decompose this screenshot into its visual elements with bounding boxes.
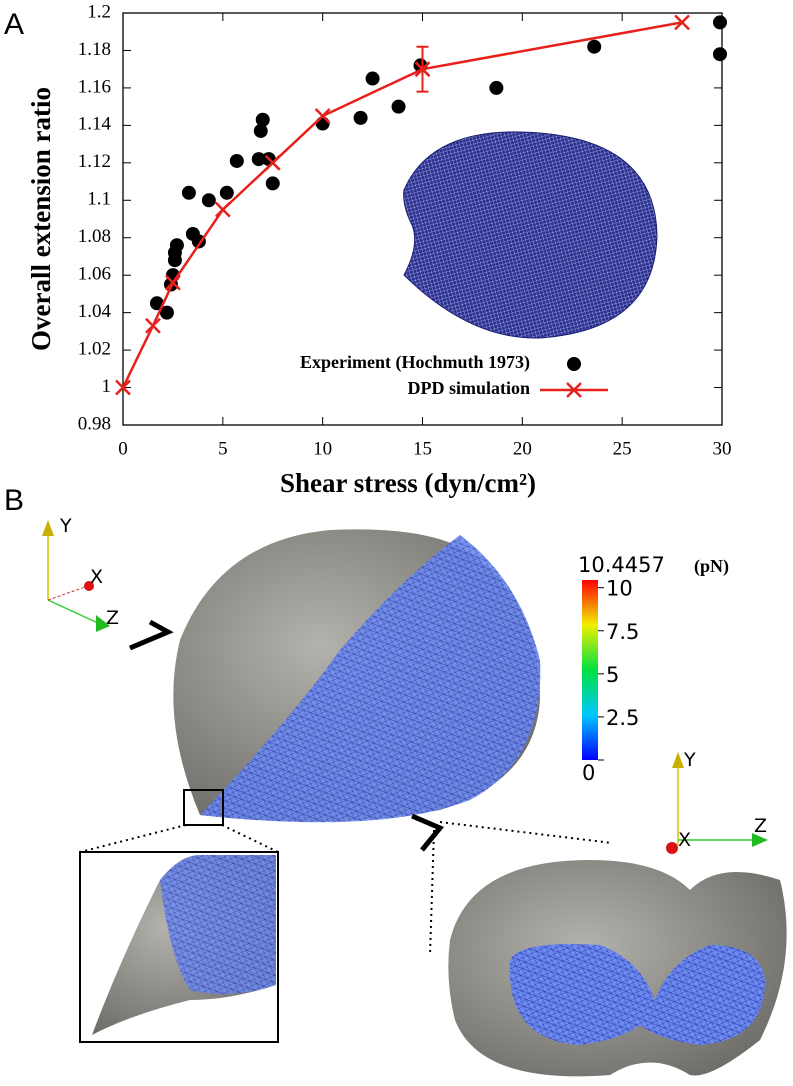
data-line bbox=[121, 21, 683, 389]
y-tick-label: 1.18 bbox=[78, 39, 111, 60]
panel-label: B bbox=[4, 484, 24, 517]
colorbar bbox=[582, 580, 598, 760]
colorbar-tick-label: 0 bbox=[582, 761, 595, 785]
colorbar-tick-label: 2.5 bbox=[606, 706, 639, 730]
colorbar-max: 10.4457 bbox=[578, 553, 665, 577]
x-tick-label: 30 bbox=[713, 438, 732, 459]
y-tick-label: 1.16 bbox=[78, 76, 111, 97]
data-point bbox=[713, 47, 728, 62]
arrow bbox=[96, 615, 110, 632]
y-tick-label: 1.14 bbox=[78, 114, 112, 135]
view-arrow bbox=[411, 813, 445, 852]
data-point bbox=[181, 185, 196, 200]
data-point bbox=[169, 238, 184, 253]
y-tick-label: 1.08 bbox=[78, 226, 111, 247]
y-tick-label: 1.04 bbox=[78, 301, 112, 322]
cross-marker bbox=[165, 274, 181, 291]
data-point bbox=[251, 152, 266, 167]
y-axis-title: Overall extension ratio bbox=[26, 87, 56, 351]
x-tick-label: 25 bbox=[613, 438, 632, 459]
arrow bbox=[752, 833, 768, 847]
cross-marker bbox=[314, 108, 331, 124]
zoom-line bbox=[79, 821, 613, 956]
data-point bbox=[353, 110, 368, 125]
cross-marker bbox=[214, 201, 231, 218]
data-point bbox=[587, 39, 602, 54]
x-axis-title: Shear stress (dyn/cm²) bbox=[280, 468, 536, 498]
axis-line bbox=[47, 585, 89, 601]
axis-label: Y bbox=[683, 749, 696, 771]
y-tick-label: 1.02 bbox=[78, 338, 111, 359]
panel-b: B Y X Z Y X Z 10.4457 (pN) bbox=[4, 484, 787, 1077]
axis-dot bbox=[84, 581, 94, 591]
data-point bbox=[201, 193, 216, 208]
y-tick-label: 1.2 bbox=[87, 1, 111, 22]
cross-marker bbox=[115, 379, 131, 396]
legend-label: Experiment (Hochmuth 1973) bbox=[300, 352, 530, 373]
x-tick-label: 5 bbox=[218, 438, 228, 459]
panel-label: A bbox=[4, 8, 24, 41]
legend-label: DPD simulation bbox=[407, 378, 530, 398]
axis-line bbox=[47, 599, 101, 625]
axis-label: Z bbox=[754, 815, 767, 837]
arrow bbox=[672, 752, 684, 768]
colorbar-tick-label: 7.5 bbox=[606, 620, 639, 644]
inset-mesh bbox=[160, 855, 276, 994]
y-tick-label: 1.06 bbox=[78, 264, 111, 285]
colorbar-tick-label: 5 bbox=[606, 663, 619, 687]
y-tick-label: 1.1 bbox=[87, 189, 111, 210]
axis-label: X bbox=[90, 566, 103, 588]
colorbar-unit: (pN) bbox=[694, 556, 729, 577]
data-point bbox=[229, 153, 244, 168]
cross-marker bbox=[145, 317, 161, 334]
data-point bbox=[391, 99, 406, 114]
rbc-render bbox=[403, 131, 658, 339]
x-tick-label: 20 bbox=[513, 438, 532, 459]
data-point bbox=[365, 71, 380, 86]
data-point bbox=[255, 112, 270, 127]
arrow bbox=[42, 520, 54, 536]
error-bar bbox=[416, 45, 429, 93]
cross-marker bbox=[264, 154, 281, 171]
colorbar-tick-label: 10 bbox=[606, 577, 633, 601]
axis-label: Y bbox=[59, 515, 72, 537]
data-point bbox=[159, 305, 174, 320]
zoom-box bbox=[183, 789, 224, 826]
data-point bbox=[253, 123, 268, 138]
y-tick-label: 0.98 bbox=[78, 413, 111, 434]
data-point bbox=[489, 80, 504, 95]
rbc-mesh bbox=[200, 535, 541, 823]
data-point bbox=[315, 116, 330, 131]
axis-label: X bbox=[678, 829, 691, 851]
data-point bbox=[713, 15, 728, 30]
data-point bbox=[265, 176, 280, 191]
y-tick-label: 1 bbox=[102, 376, 112, 397]
data-point bbox=[219, 185, 234, 200]
view-arrow bbox=[129, 619, 174, 651]
axis-dot bbox=[666, 842, 678, 854]
panel-a: A Shear stress (dyn/cm²) Overall extensi… bbox=[4, 1, 732, 498]
cross-marker bbox=[674, 14, 690, 31]
rbc-mesh bbox=[509, 944, 765, 1045]
y-tick-label: 1.12 bbox=[78, 151, 111, 172]
legend-swatch bbox=[567, 357, 581, 371]
x-tick-label: 10 bbox=[313, 438, 332, 459]
x-tick-label: 15 bbox=[413, 438, 432, 459]
legend-swatch bbox=[566, 382, 582, 398]
axis-label: Z bbox=[106, 607, 119, 629]
x-tick-label: 0 bbox=[118, 438, 128, 459]
